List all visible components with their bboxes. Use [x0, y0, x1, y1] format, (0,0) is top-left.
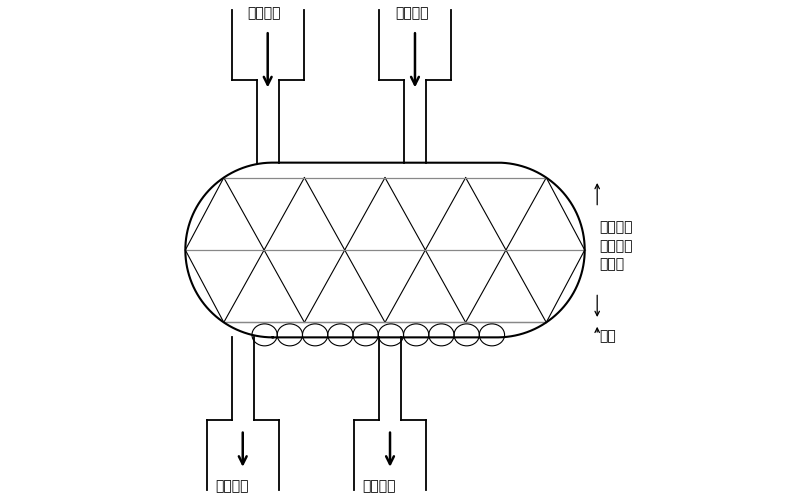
- Text: 气体出口: 气体出口: [362, 478, 396, 492]
- Text: 气体入口: 气体入口: [248, 7, 282, 21]
- Text: 气体入口: 气体入口: [395, 7, 429, 21]
- Text: 瓷球: 瓷球: [600, 328, 617, 342]
- Text: 大比表面
氧化铝基
偶化剂: 大比表面 氧化铝基 偶化剂: [600, 220, 633, 271]
- Text: 气体出口: 气体出口: [215, 478, 249, 492]
